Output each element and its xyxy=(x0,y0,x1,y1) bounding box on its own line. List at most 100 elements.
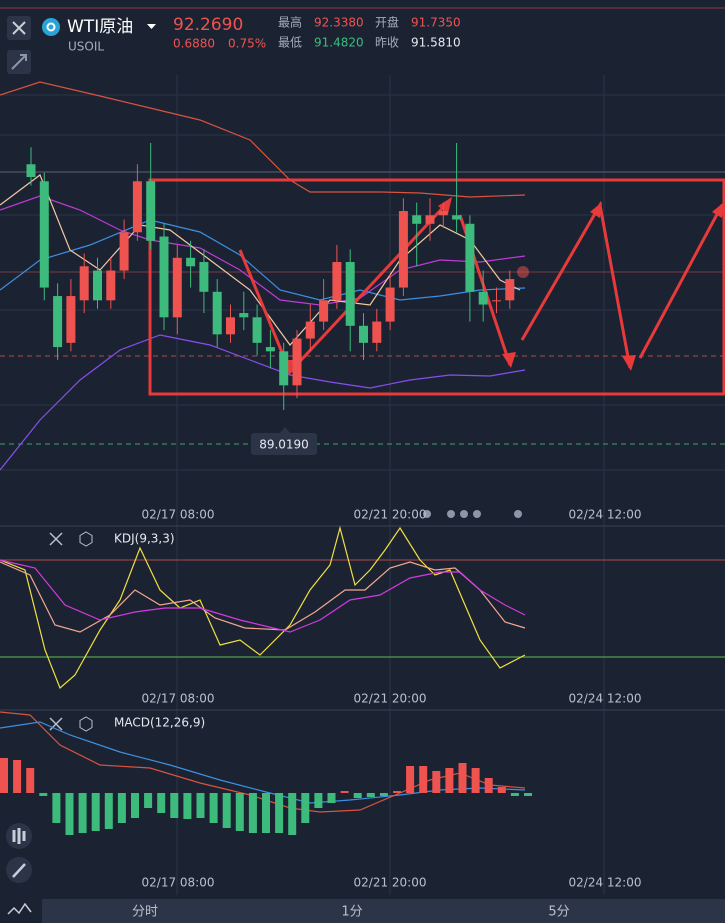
chart-type-icon xyxy=(12,828,26,844)
macd-bar xyxy=(445,768,454,793)
candle-body xyxy=(252,317,262,343)
candle-body xyxy=(146,181,156,241)
stat-value: 91.7350 xyxy=(411,16,461,30)
annotation-arrows xyxy=(238,198,724,375)
candle-body xyxy=(279,351,289,386)
kdj-close[interactable] xyxy=(49,532,63,546)
candle-body xyxy=(39,181,49,288)
date-label: 02/17 08:00 xyxy=(142,692,215,706)
tab[interactable]: 1分 xyxy=(341,905,362,920)
symbol: WTI原油 xyxy=(67,17,133,37)
stat-label: 最低 xyxy=(278,36,302,50)
macd-bar xyxy=(209,793,218,823)
macd-bar xyxy=(510,793,519,796)
code: USOIL xyxy=(68,40,104,54)
scroll-dots xyxy=(423,510,522,518)
candle-body xyxy=(292,338,302,386)
macd-bar xyxy=(524,793,532,796)
indicator-icon xyxy=(7,902,32,915)
symbol-icon-dot xyxy=(46,22,56,32)
candle-body xyxy=(239,313,249,318)
macd-bar xyxy=(91,793,100,831)
candle-body xyxy=(332,262,342,301)
date-label: 02/21 20:00 xyxy=(354,508,427,522)
stat-label: 最高 xyxy=(278,15,302,30)
macd-bar xyxy=(13,760,22,793)
tab[interactable]: 5分 xyxy=(548,905,569,920)
macd-title: MACD(12,26,9) xyxy=(114,716,205,730)
stat-value: 91.4820 xyxy=(314,36,364,50)
price: 92.2690 xyxy=(173,15,243,35)
date-label: 02/21 20:00 xyxy=(354,692,427,706)
candle-body xyxy=(398,211,408,288)
date-label: 02/24 12:00 xyxy=(569,692,642,706)
candle-body xyxy=(319,300,329,322)
candle-body xyxy=(186,257,196,267)
candle-body xyxy=(492,300,501,302)
macd-bar xyxy=(379,793,388,796)
candle-body xyxy=(438,211,448,216)
tab-bar xyxy=(42,899,725,923)
candle-body xyxy=(359,325,368,343)
candle-body xyxy=(93,270,102,301)
kdj-lines xyxy=(0,525,526,690)
candle-body xyxy=(478,291,488,305)
macd-bar xyxy=(353,793,362,798)
macd-bar xyxy=(52,793,61,823)
kdj-settings[interactable] xyxy=(79,531,93,547)
stat-label: 开盘 xyxy=(375,15,399,30)
macd-bar xyxy=(248,793,257,833)
stat-value: 91.5810 xyxy=(411,36,461,50)
candle-body xyxy=(79,266,89,301)
candle-body xyxy=(159,236,169,318)
macd-bar xyxy=(157,793,166,813)
macd-bar xyxy=(170,793,179,818)
macd-close[interactable] xyxy=(49,717,63,731)
candle-body xyxy=(305,321,315,339)
change-pct: 0.75% xyxy=(228,37,266,51)
macd-bar xyxy=(65,793,74,835)
macd-bar xyxy=(196,793,205,818)
macd-bar xyxy=(235,793,244,831)
macd-bar xyxy=(406,766,415,793)
candle-body xyxy=(53,296,63,348)
macd-bar xyxy=(340,791,349,793)
candle-body xyxy=(106,270,116,301)
last-price-dot xyxy=(517,266,529,278)
dropdown[interactable] xyxy=(147,24,156,29)
macd-bar xyxy=(78,793,87,833)
candle-body xyxy=(26,164,36,178)
macd-bar xyxy=(366,793,375,797)
macd-bar xyxy=(327,793,336,803)
date-label: 02/17 08:00 xyxy=(142,508,215,522)
candle-body xyxy=(345,262,355,326)
candle-body xyxy=(385,287,395,322)
low-marker-pointer xyxy=(280,427,290,433)
symbol-icon xyxy=(42,18,60,36)
tab[interactable]: 分时 xyxy=(132,905,158,920)
macd-bar xyxy=(484,778,493,793)
candle-body xyxy=(372,321,382,343)
macd-bar xyxy=(275,793,284,833)
indicators xyxy=(0,81,526,471)
macd-bar xyxy=(262,793,270,833)
close-icon xyxy=(12,21,26,35)
tool-icon xyxy=(11,54,27,70)
annotation-box xyxy=(148,178,725,396)
candle-body xyxy=(505,279,515,301)
macd-bar xyxy=(393,791,401,793)
macd-bar xyxy=(131,793,139,818)
candle-body xyxy=(172,257,182,318)
candle-body xyxy=(465,223,475,292)
candle-body xyxy=(212,291,222,335)
macd-bar xyxy=(0,758,8,793)
date-label: 02/17 08:00 xyxy=(142,876,215,890)
stat-value: 92.3380 xyxy=(314,16,364,30)
macd-bar xyxy=(222,793,231,828)
macd-bar xyxy=(117,793,126,823)
candle-body xyxy=(66,296,76,343)
macd-settings[interactable] xyxy=(79,716,93,732)
macd-bar xyxy=(104,793,113,829)
